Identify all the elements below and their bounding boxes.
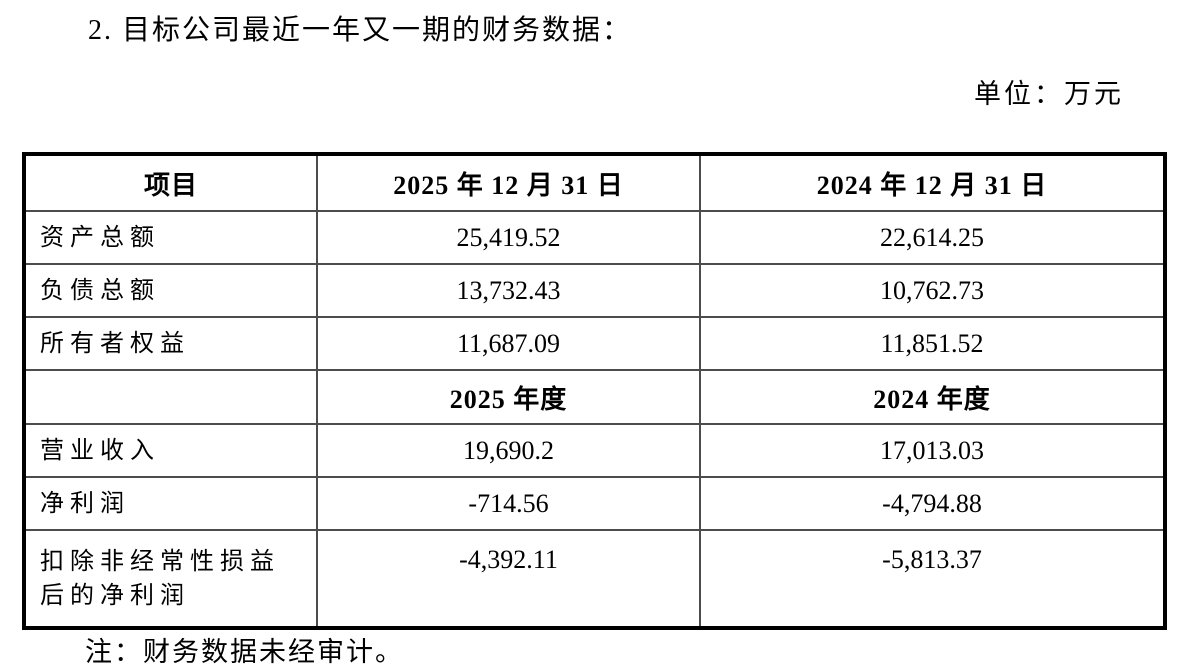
- cell-value-2025: -714.56: [316, 476, 701, 531]
- row-label: 营业收入: [23, 423, 318, 478]
- row-label: 扣除非经常性损益后的净利润: [23, 529, 318, 629]
- financial-data-table: 项目 2025 年 12 月 31 日 2024 年 12 月 31 日 资产总…: [22, 152, 1167, 630]
- row-label: 净利润: [23, 476, 318, 531]
- table-row-total-assets: 资产总额 25,419.52 22,614.25: [23, 210, 1166, 265]
- unit-label: 单位：万元: [974, 79, 1124, 109]
- row-label: 负债总额: [23, 263, 318, 318]
- cell-value-2025: 19,690.2: [316, 423, 701, 478]
- cell-value-2024: 22,614.25: [699, 210, 1166, 265]
- table-period-header-row: 2025 年度 2024 年度: [23, 369, 1166, 425]
- table-row-net-profit: 净利润 -714.56 -4,794.88: [23, 476, 1166, 531]
- cell-value-2025: 13,732.43: [316, 263, 701, 318]
- cell-value-2024: 17,013.03: [699, 423, 1166, 478]
- column-header-date-2025: 2025 年 12 月 31 日: [316, 153, 701, 212]
- section-heading: 2. 目标公司最近一年又一期的财务数据：: [88, 15, 633, 46]
- row-label: 资产总额: [23, 210, 318, 265]
- cell-value-2025: 11,687.09: [316, 316, 701, 371]
- table-row-owners-equity: 所有者权益 11,687.09 11,851.52: [23, 316, 1166, 371]
- period-header-empty: [23, 369, 318, 425]
- cell-value-2024: 10,762.73: [699, 263, 1166, 318]
- table-header-row: 项目 2025 年 12 月 31 日 2024 年 12 月 31 日: [23, 153, 1166, 212]
- column-header-item: 项目: [23, 153, 318, 212]
- row-label: 所有者权益: [23, 316, 318, 371]
- table-row-operating-revenue: 营业收入 19,690.2 17,013.03: [23, 423, 1166, 478]
- column-header-date-2024: 2024 年 12 月 31 日: [699, 153, 1166, 212]
- table-row-net-profit-excl-nonrecurring: 扣除非经常性损益后的净利润 -4,392.11 -5,813.37: [23, 529, 1166, 629]
- cell-value-2024: -4,794.88: [699, 476, 1166, 531]
- table-row-total-liabilities: 负债总额 13,732.43 10,762.73: [23, 263, 1166, 318]
- cell-value-2025: 25,419.52: [316, 210, 701, 265]
- cell-value-2024: 11,851.52: [699, 316, 1166, 371]
- cell-value-2025: -4,392.11: [316, 529, 701, 629]
- cell-value-2024: -5,813.37: [699, 529, 1166, 629]
- period-header-2024: 2024 年度: [699, 369, 1166, 425]
- table-footnote: 注：财务数据未经审计。: [85, 637, 404, 667]
- period-header-2025: 2025 年度: [316, 369, 701, 425]
